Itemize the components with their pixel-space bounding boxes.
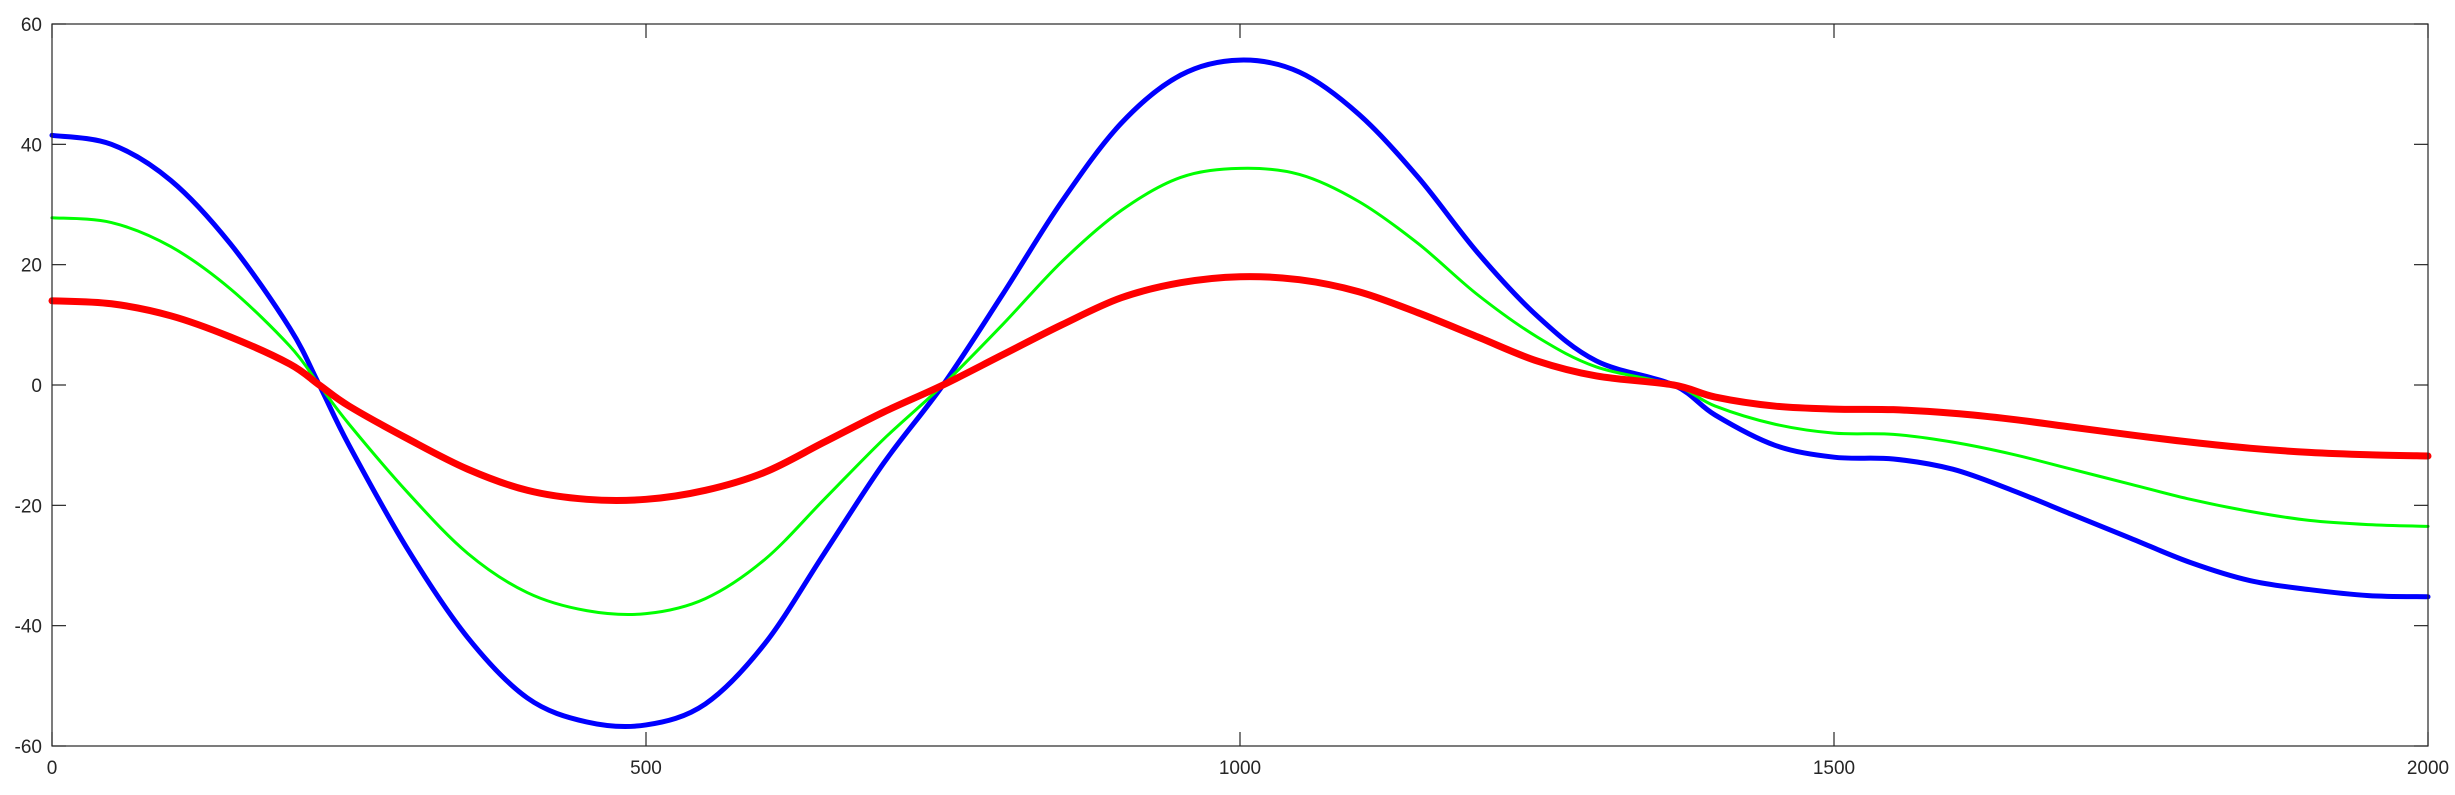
y-tick-label: -20 (15, 496, 42, 517)
plot-area-frame (51, 23, 2429, 747)
y-tick-label: 40 (21, 135, 42, 156)
tick-layer: 0 500 1000 1500 2000 -60 -40 -20 0 20 40 60 (15, 15, 2450, 779)
x-tick-label: 1000 (1219, 758, 1261, 779)
x-tick-label: 2000 (2407, 758, 2449, 779)
series-line-red (48, 273, 2432, 504)
x-tick-label: 500 (630, 758, 662, 779)
y-tick-label: 20 (21, 256, 42, 277)
series-line-green (50, 166, 2430, 617)
y-tick-label: 60 (21, 15, 42, 36)
x-tick-label: 1500 (1813, 758, 1855, 779)
series-line-blue (49, 57, 2431, 730)
series-layer (48, 57, 2432, 730)
y-tick-label: -40 (15, 617, 42, 638)
y-tick-label: 0 (31, 376, 42, 397)
y-tick-label: -60 (15, 737, 42, 758)
x-tick-label: 0 (47, 758, 58, 779)
